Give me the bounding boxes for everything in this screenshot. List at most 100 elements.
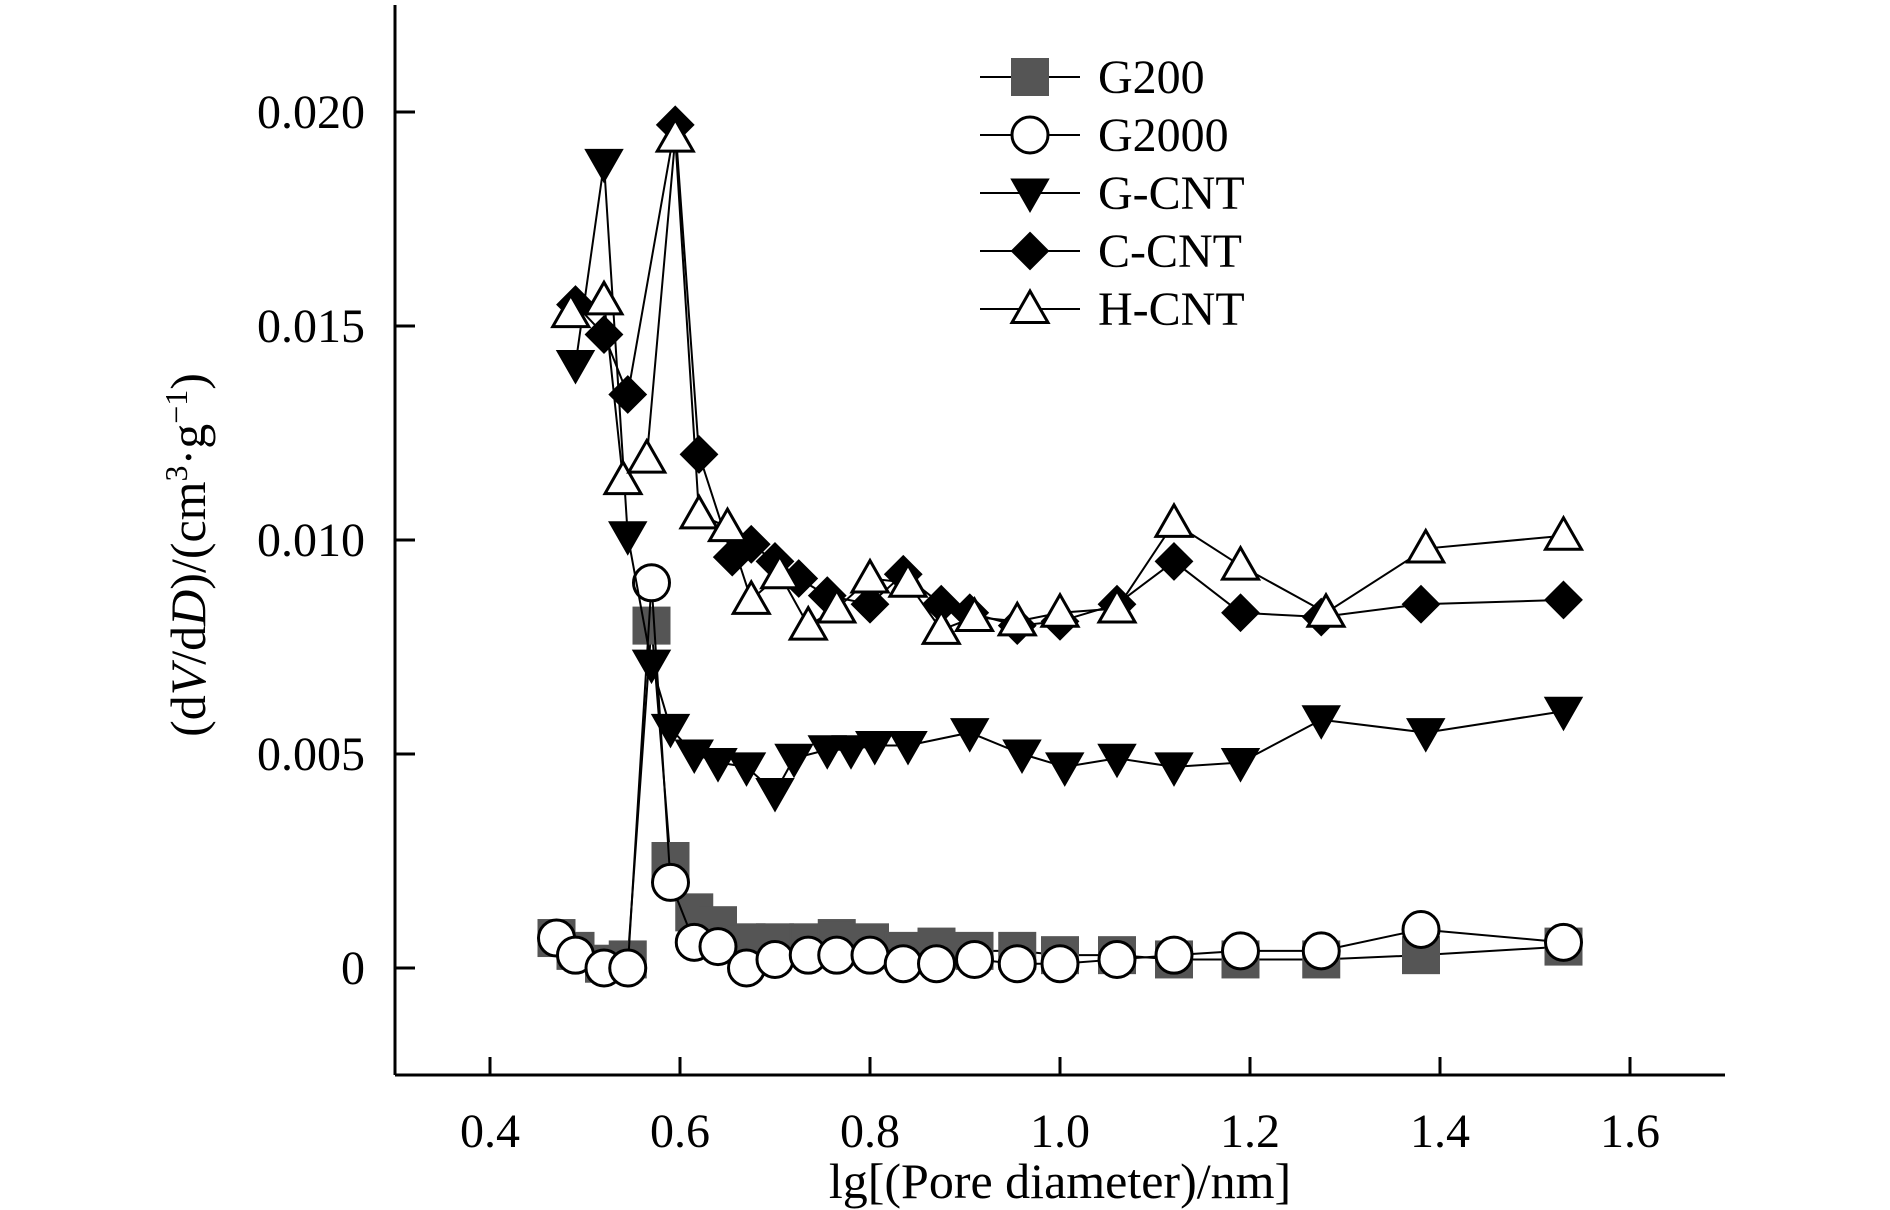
legend-item: G-CNT: [980, 167, 1245, 220]
data-point: [917, 944, 956, 984]
data-point: [1002, 739, 1042, 775]
data-point: [1040, 944, 1080, 984]
legend-marker: [1011, 58, 1049, 96]
data-point: [953, 596, 996, 633]
legend-item: G200: [980, 51, 1205, 104]
data-point: [1401, 584, 1441, 624]
data-point: [888, 730, 928, 766]
data-point: [706, 506, 749, 543]
data-point: [1097, 939, 1137, 979]
data-point: [774, 743, 814, 779]
data-point: [698, 748, 738, 783]
legend-marker: [1010, 115, 1050, 155]
y-tick-label: 0.010: [257, 514, 365, 567]
series-markers: [537, 563, 1583, 988]
y-tick-label: 0.020: [257, 86, 365, 139]
data-point: [654, 116, 696, 153]
legend-marker: [1010, 178, 1050, 214]
data-point: [755, 778, 795, 813]
data-point: [1544, 922, 1583, 962]
data-point: [608, 948, 648, 988]
data-point: [1097, 743, 1137, 779]
x-axis-ticks: 0.4 0.6 0.8 1.0 1.2 1.4 1.6: [460, 1057, 1660, 1158]
y-axis-label-part: V: [160, 659, 216, 695]
data-point: [883, 944, 923, 984]
data-point: [1543, 696, 1584, 732]
data-point: [608, 375, 648, 414]
legend-label: C-CNT: [1098, 225, 1242, 278]
data-point: [996, 600, 1038, 637]
data-point: [955, 939, 994, 979]
y-axis-label-part: )/(cm: [160, 481, 216, 589]
y-axis-label-part: −1: [158, 390, 194, 424]
data-point: [887, 561, 929, 598]
data-point: [1405, 527, 1447, 564]
x-axis-label: lg[(Pore diameter)/nm]: [829, 1153, 1291, 1209]
series-line: [574, 163, 1564, 795]
data-point: [632, 606, 671, 645]
data-point: [755, 939, 795, 979]
data-point: [730, 578, 772, 615]
data-point: [920, 608, 962, 645]
data-point: [584, 148, 624, 184]
y-axis-label-part: D: [160, 590, 216, 627]
series-markers: [555, 148, 1584, 813]
data-point: [1045, 752, 1085, 787]
x-tick-label: 1.2: [1220, 1105, 1280, 1158]
data-point: [1153, 501, 1195, 538]
y-tick-label: 0.005: [257, 728, 365, 781]
x-tick-label: 0.6: [650, 1105, 710, 1158]
data-point: [1219, 544, 1262, 581]
data-point: [816, 587, 858, 624]
legend-marker: [1010, 231, 1050, 271]
data-point: [632, 563, 671, 603]
data-point: [1301, 705, 1341, 740]
data-point: [555, 350, 596, 385]
data-point: [1305, 591, 1347, 628]
data-point: [698, 927, 738, 967]
y-axis-label-part: 3: [158, 465, 194, 481]
data-point: [1401, 909, 1441, 949]
data-point: [608, 521, 648, 556]
legend-marker: [1009, 287, 1051, 324]
data-point: [1544, 580, 1583, 620]
x-tick-label: 1.4: [1410, 1105, 1470, 1158]
legend-item: G2000: [980, 109, 1229, 162]
data-point: [1154, 935, 1194, 975]
data-point: [850, 584, 890, 624]
y-axis-label: (dV/dD)/(cm3·g−1): [158, 373, 216, 737]
data-point: [1220, 748, 1261, 783]
data-point: [1301, 931, 1341, 971]
data-point: [1221, 593, 1260, 633]
data-point: [583, 279, 625, 316]
x-tick-label: 0.4: [460, 1105, 520, 1158]
data-point: [1154, 752, 1194, 787]
data-point: [584, 315, 624, 354]
y-axis-label-part: ·g: [160, 424, 216, 466]
y-tick-label: 0.015: [257, 300, 365, 353]
y-tick-label: 0: [341, 942, 365, 995]
data-point: [849, 557, 891, 594]
x-tick-label: 1.6: [1600, 1105, 1660, 1158]
series-h-cnt: [550, 116, 1585, 645]
y-axis-ticks: 0 0.005 0.010 0.015 0.020: [257, 86, 415, 995]
y-axis-label-part: ): [160, 373, 216, 390]
data-point: [651, 862, 690, 902]
data-point: [1221, 931, 1260, 971]
legend-label: G2000: [1098, 109, 1229, 162]
data-point: [631, 649, 672, 685]
data-point: [817, 935, 857, 975]
legend-label: G-CNT: [1098, 167, 1245, 220]
data-point: [1406, 718, 1446, 753]
data-point: [550, 292, 592, 329]
data-point: [1039, 591, 1081, 628]
data-point: [602, 459, 644, 496]
data-point: [678, 493, 720, 530]
data-point: [807, 735, 847, 770]
data-point: [1154, 541, 1194, 581]
series-g-cnt: [555, 148, 1584, 813]
data-point: [650, 713, 691, 749]
y-axis-label-part: /d: [160, 626, 216, 665]
data-point: [997, 944, 1037, 984]
